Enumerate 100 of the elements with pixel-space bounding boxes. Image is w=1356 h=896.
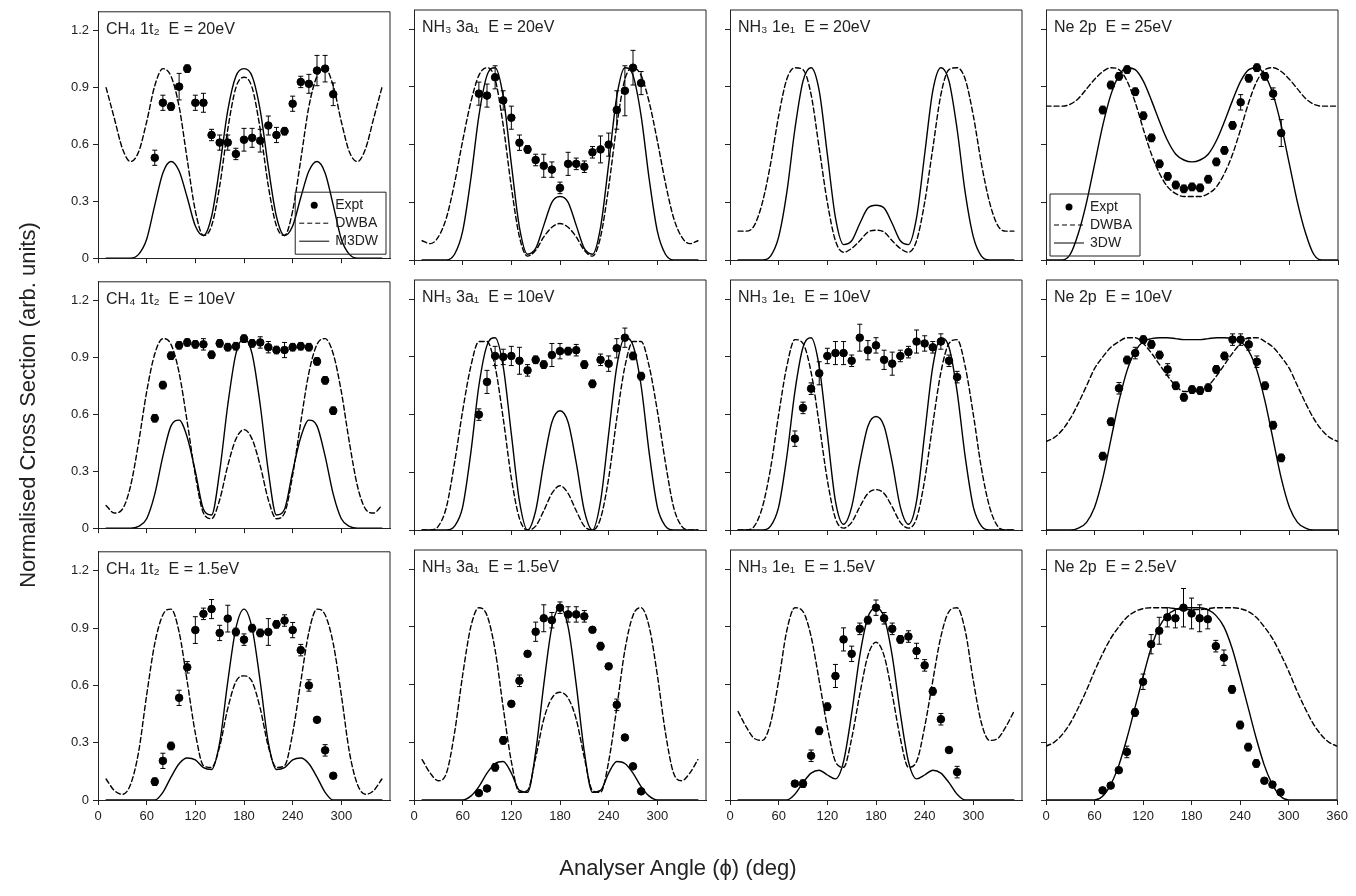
point [507,699,516,709]
point [255,136,265,145]
legend-label: 3DW [1090,233,1122,250]
point [515,356,524,366]
point [944,745,954,755]
point [1236,98,1245,107]
point [831,671,840,681]
point [539,161,549,171]
y-tick-label: 0 [81,519,89,535]
point [312,715,322,725]
x-tick-label: 240 [1229,808,1251,824]
x-tick-label: 0 [1042,808,1050,824]
text: CH₄ 1t₂ E = 20eV [106,20,236,38]
x-axis-title: Analyser Angle (ϕ) (deg) [559,855,797,881]
y-tick-label: 0.9 [70,619,89,635]
point [604,662,613,671]
x-tick-label: 240 [597,808,620,824]
legend-label: Expt [1090,197,1119,214]
point [604,140,613,149]
point [839,348,848,358]
y-tick-label: 0.6 [70,136,89,152]
chart-title: Ne 2p E = 2.5eV [1054,558,1177,576]
x-tick-label: 180 [549,808,571,824]
point [1114,765,1124,775]
point [264,121,273,130]
x-tick-label: 60 [139,808,154,824]
x-tick-label: 300 [330,808,353,824]
x-tick-label: 0 [410,808,418,824]
point [223,614,233,623]
point [604,359,613,368]
point [507,113,516,122]
point [1268,780,1277,789]
x-tick-label: 60 [1087,808,1102,824]
chart-title: NH₃ 3a₁ E = 10eV [422,288,555,306]
point [887,359,897,368]
point [790,779,800,788]
x-tick-label: 120 [184,808,207,824]
point [588,625,597,635]
y-axis-title: Normalised Cross Section (arb. units) [15,222,41,588]
point [620,733,630,742]
x-tick-label: 240 [281,808,304,824]
point [207,604,216,614]
point [1171,613,1180,623]
x-tick-label: 300 [1277,808,1300,824]
y-tick-label: 1.2 [70,562,89,578]
point [150,153,160,163]
legend-label: DWBA [1090,215,1133,232]
y-tick-label: 0.9 [70,79,89,95]
point [1179,603,1188,612]
chart-title: NH₃ 1e₁ E = 20eV [738,18,871,36]
legend-label: Expt [335,196,364,213]
y-tick-label: 0.6 [70,677,89,693]
point [628,762,638,771]
point [855,333,865,342]
chart-title: NH₃ 1e₁ E = 10eV [738,288,871,306]
point [596,145,605,154]
y-tick-label: 0.3 [70,462,89,478]
point [839,635,848,644]
point [199,98,208,108]
point [1154,626,1164,636]
chart-title: Ne 2p E = 25eV [1054,18,1173,36]
point [215,138,224,147]
y-tick-label: 0.6 [70,406,89,422]
x-tick-label: 360 [1326,808,1349,824]
point [515,138,524,147]
point [1260,776,1269,786]
point [814,368,824,378]
y-tick-label: 0 [81,249,89,265]
x-tick-label: 0 [94,808,102,824]
point [1098,786,1107,795]
x-tick-label: 120 [816,808,839,824]
point [912,646,921,656]
y-tick-label: 1.2 [70,22,89,38]
x-tick-label: 180 [865,808,887,824]
point [636,787,646,796]
x-tick-label: 60 [771,808,786,824]
point [1187,609,1196,618]
x-tick-label: 180 [1180,808,1203,824]
x-tick-label: 0 [726,808,734,824]
chart-title: Ne 2p E = 10eV [1054,288,1173,306]
text: CH₄ 1t₂ E = 10eV [106,290,236,308]
x-tick-label: 240 [913,808,936,824]
chart-title: NH₃ 3a₁ E = 20eV [422,18,555,36]
point [1203,614,1213,624]
x-tick-label: 120 [500,808,523,824]
point [474,788,484,798]
point [523,649,532,659]
x-tick-label: 180 [233,808,255,824]
point [571,610,581,619]
point [847,649,856,659]
point [1276,788,1285,797]
point [612,343,622,353]
y-tick-label: 0.9 [70,349,89,365]
x-tick-label: 300 [962,808,985,824]
point [328,89,338,99]
y-tick-label: 0 [81,791,89,807]
point [498,96,508,105]
x-tick-label: 60 [455,808,470,824]
point [1106,781,1115,790]
chart-title: NH₃ 1e₁ E = 1.5eV [738,558,876,576]
